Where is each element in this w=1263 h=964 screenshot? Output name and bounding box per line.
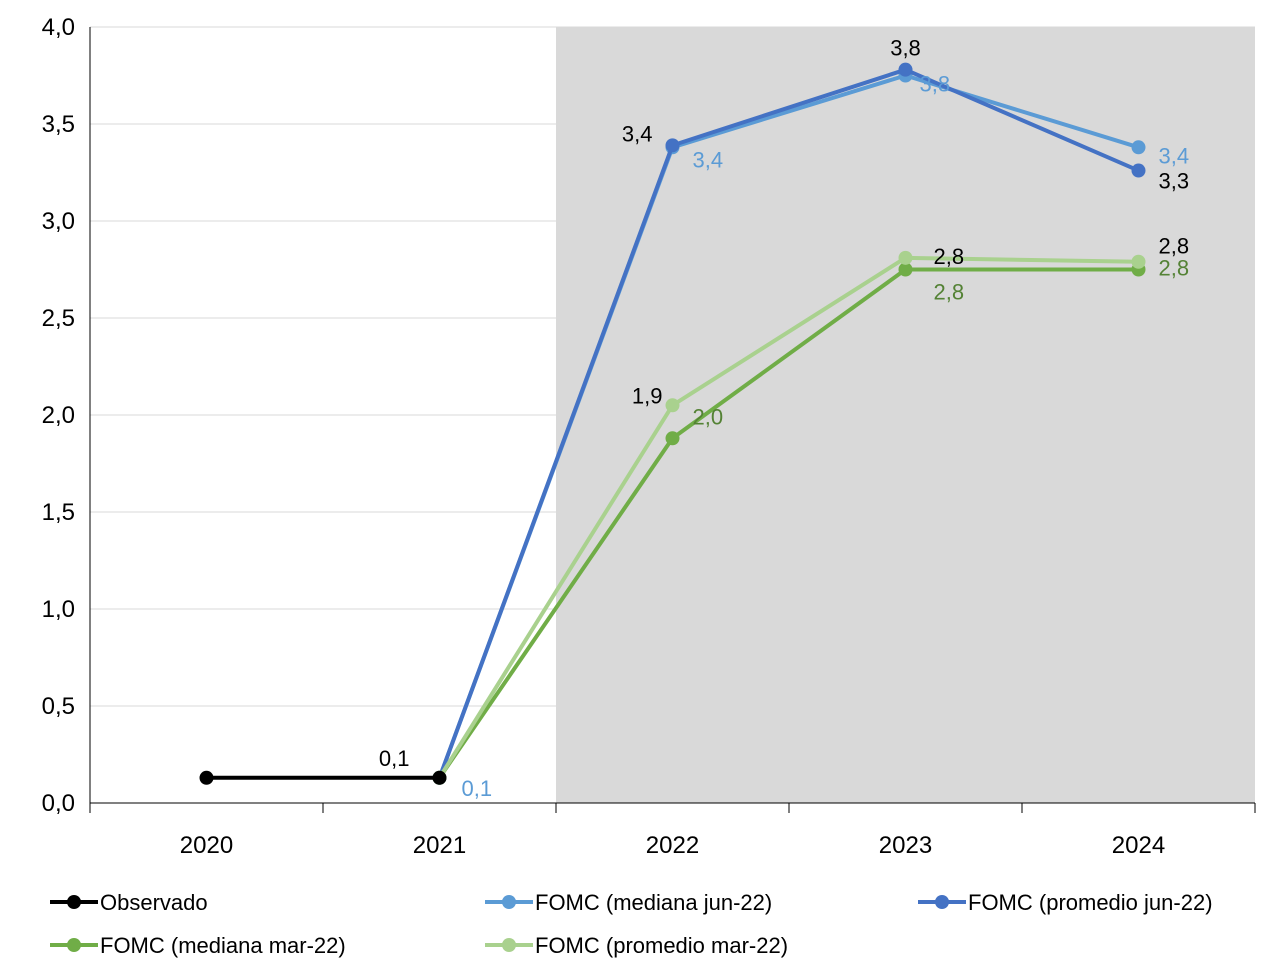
data-point (665, 398, 680, 413)
data-point (1131, 254, 1146, 269)
data-label-observado: 0,1 (379, 746, 410, 771)
data-point (1131, 140, 1146, 155)
data-point (898, 262, 913, 277)
axes (89, 27, 1256, 813)
data-label-fomc-promedio-mar-22: 2,8 (1159, 234, 1190, 259)
y-tick-label: 0,5 (42, 693, 75, 720)
legend-swatch-marker (935, 895, 949, 909)
x-tick-label: 2021 (413, 832, 466, 859)
legend-swatch-marker (67, 938, 81, 952)
legend-label: FOMC (mediana jun-22) (535, 890, 772, 915)
y-tick-label: 0,0 (42, 790, 75, 817)
series-line-fomc-promedio-jun-22 (437, 67, 1140, 779)
data-point (199, 770, 214, 785)
data-point (665, 431, 680, 446)
y-tick-label: 2,5 (42, 305, 75, 332)
legend-swatch-marker (67, 895, 81, 909)
data-labels: 0,10,13,43,83,43,43,83,32,02,82,81,92,8 2… (379, 36, 1189, 801)
data-label-fomc-promedio-mar-22: 1,9 (632, 383, 663, 408)
data-label-fomc-mediana-jun-22: 3,4 (1159, 143, 1190, 168)
legend-swatch-marker (502, 895, 516, 909)
x-tick-label: 2024 (1112, 832, 1165, 859)
x-tick-label: 2020 (180, 832, 233, 859)
data-label-fomc-mediana-mar-22: 2,8 (1159, 256, 1190, 281)
data-point (1131, 163, 1146, 178)
series-line-fomc-mediana-mar-22 (437, 267, 1139, 779)
legend-label: FOMC (mediana mar-22) (100, 933, 346, 958)
data-point (432, 770, 447, 785)
series (199, 62, 1146, 785)
legend-swatch-marker (502, 938, 516, 952)
y-axis-tick-labels: 0,0 0,5 1,0 1,5 2,0 2,5 3,0 3,5 4,0 (42, 14, 75, 817)
x-tick-label: 2023 (879, 832, 932, 859)
data-point (665, 138, 680, 153)
legend-item-fomc-mediana-mar-22: FOMC (mediana mar-22) (50, 933, 346, 958)
data-point (898, 62, 913, 77)
data-label-fomc-mediana-jun-22: 0,1 (462, 776, 493, 801)
data-label-fomc-promedio-mar-22: 2,8 (934, 244, 965, 269)
legend-item-fomc-mediana-jun-22: FOMC (mediana jun-22) (485, 890, 772, 915)
data-label-fomc-promedio-jun-22: 3,8 (890, 36, 921, 61)
y-tick-label: 1,0 (42, 596, 75, 623)
legend-label: FOMC (promedio mar-22) (535, 933, 788, 958)
series-observado (199, 770, 447, 785)
data-label-fomc-mediana-jun-22: 3,8 (920, 72, 951, 97)
data-label-fomc-mediana-jun-22: 3,4 (693, 147, 724, 172)
legend-item-fomc-promedio-jun-22: FOMC (promedio jun-22) (918, 890, 1213, 915)
y-tick-label: 3,5 (42, 111, 75, 138)
legend-label: FOMC (promedio jun-22) (968, 890, 1213, 915)
y-tick-label: 4,0 (42, 14, 75, 41)
series-line-fomc-promedio-mar-22 (437, 255, 1139, 779)
data-label-fomc-mediana-mar-22: 2,8 (934, 280, 965, 305)
data-label-fomc-mediana-mar-22: 2,0 (693, 404, 724, 429)
legend-item-observado: Observado (50, 890, 208, 915)
series-fomc-promedio-mar-22 (432, 250, 1146, 785)
x-tick-label: 2022 (646, 832, 699, 859)
data-point (898, 250, 913, 265)
x-axis-tick-labels: 2020 2021 2022 2023 2024 (180, 832, 1165, 859)
legend: Observado FOMC (mediana jun-22) FOMC (prom… (50, 890, 1213, 958)
data-label-fomc-promedio-jun-22: 3,4 (622, 121, 653, 146)
data-label-fomc-promedio-jun-22: 3,3 (1159, 169, 1190, 194)
y-tick-label: 3,0 (42, 208, 75, 235)
legend-label: Observado (100, 890, 208, 915)
y-tick-label: 1,5 (42, 499, 75, 526)
legend-item-fomc-promedio-mar-22: FOMC (promedio mar-22) (485, 933, 788, 958)
y-tick-label: 2,0 (42, 402, 75, 429)
